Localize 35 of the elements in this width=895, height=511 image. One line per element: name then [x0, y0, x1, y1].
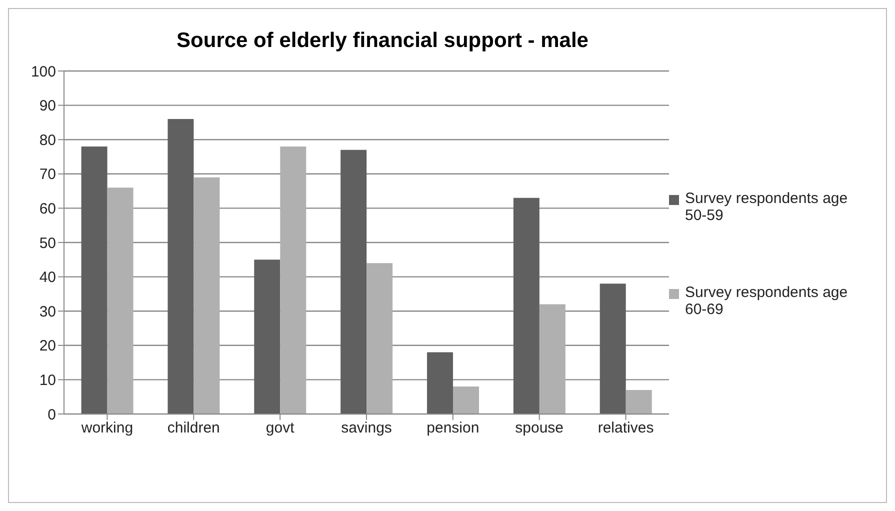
y-tick-label: 10 — [39, 372, 56, 390]
bar — [194, 177, 220, 414]
x-tick-label: pension — [426, 420, 480, 437]
y-tick-label: 20 — [39, 338, 56, 355]
x-tick-label: spouse — [515, 420, 564, 437]
x-tick-label: govt — [266, 420, 296, 437]
x-tick-label: savings — [341, 420, 392, 437]
y-tick-label: 100 — [30, 63, 56, 80]
bar — [340, 150, 367, 414]
bar — [168, 119, 194, 414]
legend-label: Survey respondents age 50-59 — [685, 190, 849, 224]
chart-title: Source of elderly financial support - male — [176, 28, 590, 54]
y-tick-label: 60 — [39, 200, 56, 218]
y-tick-label: 80 — [39, 132, 56, 149]
y-tick-label: 0 — [48, 406, 56, 424]
bar — [626, 390, 652, 414]
y-tick-label: 70 — [39, 166, 56, 184]
y-tick-label: 30 — [39, 303, 56, 320]
bar — [366, 263, 393, 414]
bar — [107, 188, 134, 414]
bar — [427, 352, 453, 414]
bar — [600, 284, 626, 414]
bar — [280, 146, 306, 414]
x-tick-label: children — [167, 420, 220, 437]
x-tick-label: working — [80, 420, 134, 437]
bar — [254, 260, 280, 414]
y-tick-label: 40 — [39, 269, 56, 286]
y-tick-label: 90 — [39, 98, 56, 115]
bar — [513, 198, 540, 414]
y-tick-label: 50 — [39, 234, 56, 252]
bar — [539, 304, 566, 414]
bar — [81, 146, 108, 414]
x-tick-label: relatives — [598, 420, 654, 437]
legend-label: Survey respondents age 60-69 — [685, 284, 849, 318]
bar — [453, 386, 479, 414]
